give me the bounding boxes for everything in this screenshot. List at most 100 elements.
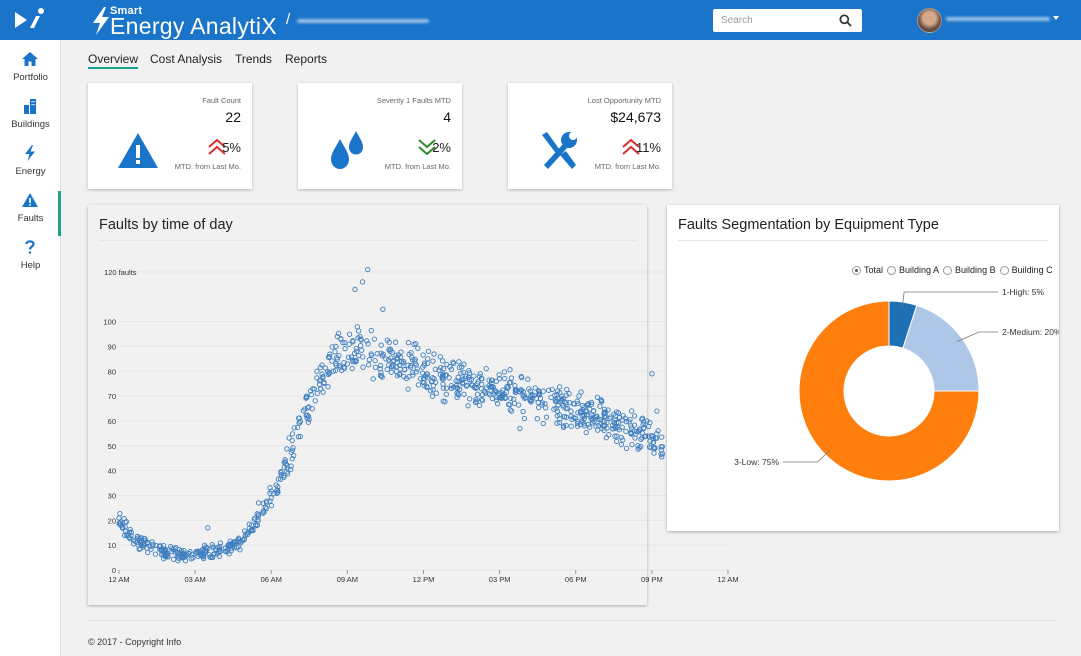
- kpi-trend: 5%: [208, 139, 241, 155]
- scatter-point: [406, 351, 412, 358]
- chevron-down-icon[interactable]: [1053, 16, 1059, 20]
- sidebar-item-label: Portfolio: [13, 72, 48, 83]
- scatter-point: [341, 359, 347, 366]
- scatter-point: [439, 373, 446, 380]
- tab-cost-analysis[interactable]: Cost Analysis: [150, 52, 223, 66]
- scatter-point: [504, 384, 510, 390]
- radio-button[interactable]: [943, 265, 953, 275]
- scatter-point: [312, 398, 318, 404]
- scatter-point: [561, 404, 567, 410]
- scatter-point: [546, 387, 552, 393]
- tab-reports[interactable]: Reports: [285, 52, 328, 66]
- scatter-point: [333, 343, 339, 350]
- username-redacted[interactable]: [946, 17, 1050, 21]
- scatter-point: [651, 445, 657, 451]
- scatter-point: [398, 359, 405, 365]
- faults-scatter-chart[interactable]: 0 10 20 30 40 50 60 70 80 90 100 120 faults 12 AM 03…: [88, 205, 748, 605]
- scatter-point: [138, 535, 144, 541]
- footer-copyright: © 2017 - Copyright Info: [88, 637, 182, 647]
- scatter-point: [588, 401, 595, 407]
- scatter-point: [431, 351, 437, 357]
- scatter-point: [521, 415, 528, 422]
- scatter-point: [366, 357, 372, 363]
- y-tick-label: 100: [103, 318, 116, 327]
- scatter-point: [479, 381, 485, 388]
- scatter-point: [429, 393, 436, 399]
- radio-button[interactable]: [999, 265, 1009, 275]
- search-input[interactable]: [713, 9, 838, 32]
- scatter-point: [618, 441, 625, 448]
- scatter-point: [308, 391, 315, 398]
- scatter-point: [207, 554, 213, 560]
- scatter-point: [649, 432, 655, 439]
- legend-item-building-c[interactable]: Building C: [999, 265, 1053, 275]
- kpi-value: 22: [225, 109, 241, 125]
- legend-item-building-a[interactable]: Building A: [887, 265, 939, 275]
- scatter-point: [561, 395, 567, 401]
- scatter-point: [180, 553, 186, 559]
- radio-button[interactable]: [887, 265, 897, 275]
- scatter-point: [549, 386, 555, 393]
- scatter-point: [332, 349, 338, 355]
- breadcrumb-redacted[interactable]: [297, 19, 429, 23]
- radio-button[interactable]: [852, 265, 861, 275]
- scatter-point: [528, 399, 534, 405]
- y-tick-label: 50: [108, 442, 116, 451]
- logo-arrow-i-icon[interactable]: [12, 7, 48, 33]
- sidebar-item-energy[interactable]: Energy: [0, 144, 61, 189]
- sidebar-item-portfolio[interactable]: Portfolio: [0, 50, 61, 95]
- avatar[interactable]: [917, 8, 942, 33]
- scatter-point: [554, 420, 560, 426]
- scatter-point: [563, 414, 570, 420]
- donut-slice-3-low[interactable]: [798, 300, 980, 482]
- scatter-point: [420, 352, 426, 358]
- search-icon[interactable]: [839, 14, 852, 27]
- x-tick-label: 06 AM: [261, 575, 282, 584]
- scatter-point: [319, 362, 325, 368]
- legend-item-total[interactable]: Total: [852, 265, 883, 275]
- y-tick-label: 10: [108, 541, 116, 550]
- x-tick-label: 12 AM: [108, 575, 129, 584]
- scatter-point: [311, 386, 318, 392]
- scatter-point: [590, 408, 597, 414]
- scatter-point: [561, 414, 567, 420]
- scatter-point: [281, 472, 287, 479]
- segmentation-donut-chart[interactable]: 1-High: 5% 2-Medium: 20% 3-Low: 75%: [667, 205, 1059, 531]
- scatter-point: [478, 396, 485, 403]
- kpi-card-fault-count[interactable]: Fault Count 22 5% MTD. from Last Mo.: [88, 83, 252, 189]
- sidebar-item-faults[interactable]: Faults: [0, 191, 61, 236]
- scatter-point: [536, 391, 542, 397]
- scatter-point: [119, 525, 126, 531]
- scatter-point: [406, 374, 412, 380]
- scatter-point: [325, 354, 332, 361]
- legend-item-building-b[interactable]: Building B: [943, 265, 996, 275]
- chart-points: [116, 266, 666, 564]
- scatter-point: [294, 424, 301, 431]
- home-icon: [22, 52, 38, 66]
- scatter-point: [181, 547, 187, 554]
- scatter-point: [520, 393, 526, 399]
- scatter-point: [552, 392, 558, 398]
- scatter-point: [448, 366, 455, 372]
- scatter-point: [428, 379, 435, 385]
- kpi-card-severity1-faults[interactable]: Severity 1 Faults MTD 4 2% MTD. from Las…: [298, 83, 462, 189]
- tab-trends[interactable]: Trends: [235, 52, 272, 66]
- sidebar-item-help[interactable]: Help: [0, 238, 61, 283]
- scatter-point: [481, 388, 488, 394]
- scatter-point: [654, 408, 660, 414]
- scatter-point: [459, 364, 465, 370]
- kpi-card-lost-opportunity[interactable]: Lost Opportunity MTD $24,673 11% MTD. fr…: [508, 83, 672, 189]
- y-tick-label: 80: [108, 367, 116, 376]
- scatter-point: [360, 364, 366, 370]
- scatter-point: [587, 414, 594, 420]
- scatter-point: [483, 365, 489, 372]
- scatter-point: [344, 361, 351, 367]
- scatter-point: [574, 398, 580, 404]
- scatter-point: [330, 368, 337, 374]
- tab-overview[interactable]: Overview: [88, 52, 139, 69]
- kpi-trend-value: 11%: [635, 139, 661, 155]
- scatter-point: [284, 462, 290, 468]
- scatter-point: [440, 358, 446, 364]
- sidebar-item-buildings[interactable]: Buildings: [0, 97, 61, 142]
- donut-slice-2-medium[interactable]: [902, 304, 980, 392]
